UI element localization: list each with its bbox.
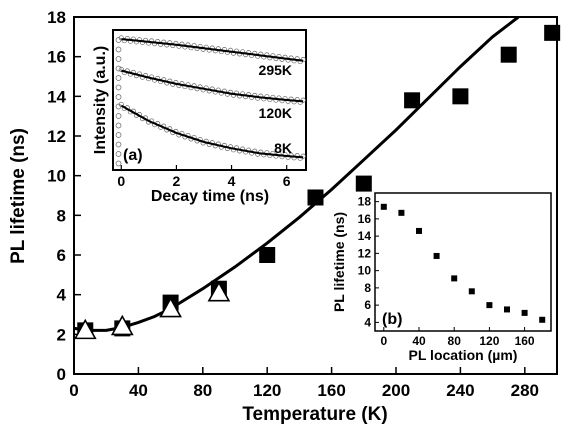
inset-a-rise-circle [115,56,122,62]
main-x-tick-label: 200 [382,381,410,400]
inset-b-y-tick-label: 12 [358,246,372,260]
inset-b-x-tick-label: 120 [479,334,499,348]
inset-b-y-tick-label: 16 [358,212,372,226]
inset-b-y-tick-label: 8 [364,281,371,295]
data-point-square [500,46,517,63]
inset-a-series-label: 120K [259,105,292,121]
inset-a-x-tick-label: 6 [283,173,291,189]
inset-a-x-axis-label: Decay time (ns) [151,188,269,205]
main-x-tick-label: 160 [317,381,345,400]
main-y-tick-label: 4 [57,286,67,305]
inset-a-rise-circle [115,151,122,157]
main-y-tick-label: 2 [57,325,66,344]
main-x-tick-label: 40 [129,381,148,400]
inset-b-data-point [451,275,458,282]
main-y-axis-label: PL lifetime (ns) [8,128,29,264]
data-point-square [355,175,372,192]
main-y-tick-label: 6 [57,246,66,265]
inset-b-data-point [398,209,405,216]
inset-a-rise-circle [115,37,122,43]
main-plot-frame [73,16,558,375]
inset-b-panel-label: (b) [382,311,402,328]
inset-b-frame [374,192,552,332]
inset-b-y-tick-label: 18 [358,195,372,209]
inset-b-y-tick-label: 4 [364,315,371,329]
main-x-tick-label: 80 [193,381,212,400]
inset-a-rise-circle [115,113,122,119]
inset-a-series-label: 295K [259,62,292,78]
inset-b-series [380,203,546,323]
inset-b-y-tick-label: 14 [358,229,372,243]
inset-b-x-axis-label: PL location (µm) [409,347,518,363]
inset-b-data-point [468,288,475,295]
data-point-triangle [159,296,182,318]
inset-b-y-tick-label: 10 [358,264,372,278]
inset-a-y-axis-label: Intensity (a.u.) [92,46,109,154]
data-point-square [307,189,324,206]
inset-a-rise-circle [115,84,122,91]
inset-b-data-point [521,309,528,316]
inset-a-series: 295K 120K 8K [115,35,306,167]
inset-a-data-circle [300,153,306,159]
main-y-tick-label: 18 [47,8,66,27]
inset-a-x-tick-label: 0 [117,173,125,189]
inset-a-data-circle [300,97,306,103]
inset-a-x-tick-label: 4 [228,173,236,189]
data-point-triangle [207,281,231,302]
data-point-triangle [110,314,134,336]
inset-a-rise-circle [115,46,122,53]
inset-a-fit-line [121,69,304,103]
inset-a-rise-circle [115,94,122,100]
main-x-tick-label: 280 [511,381,539,400]
data-point-square [259,247,276,263]
inset-b-x-tick-label: 40 [412,334,426,348]
inset-b-y-tick-label: 6 [364,298,371,312]
inset-a-rise-circle [115,103,122,110]
main-x-tick-label: 240 [446,381,474,400]
data-point-square [544,24,561,41]
inset-a-ticks: 0 2 4 6 [117,165,291,189]
inset-b-x-tick-label: 80 [448,334,462,348]
inset-b-x-tick-label: 0 [380,334,387,348]
inset-a-fit-line [121,38,304,62]
main-x-axis-label: Temperature (K) [242,404,387,425]
inset-a: 0 2 4 6 295K 120K 8K (a) Decay time (ns) Inte… [92,29,307,205]
main-x-tick-label: 0 [69,381,78,400]
inset-b-data-point [504,306,510,313]
inset-a-rise-circle [115,75,122,81]
inset-b-x-tick-label: 160 [515,334,535,348]
inset-b-y-axis-label: PL lifetime (ns) [331,212,347,312]
data-point-square [452,88,469,105]
inset-b-data-point [380,203,387,210]
main-y-tick-label: 16 [47,48,66,67]
inset-a-series-label: 8K [274,140,292,156]
data-point-square [404,92,421,109]
inset-a-rise-circle [115,122,122,129]
inset-a-fit-line [120,104,304,159]
main-series [73,15,561,340]
main-x-tick-label: 120 [253,381,281,400]
inset-a-panel-label: (a) [123,147,143,164]
inset-a-rise-circle [115,65,122,72]
inset-b-data-point [486,302,493,309]
main-y-tick-label: 8 [57,206,66,225]
inset-a-x-tick-label: 2 [173,173,181,189]
inset-a-rise-circle [115,160,122,167]
inset-b-data-point [416,227,422,234]
main-y-tick-label: 0 [57,365,66,384]
inset-a-rise-circle [115,141,122,148]
inset-b-data-point [433,252,440,259]
data-point-triangle [73,318,97,340]
main-y-tick-label: 10 [47,167,66,186]
inset-b-data-point [539,316,546,323]
inset-a-rise-circle [115,132,122,138]
inset-b-ticks: 0 40 80 120 160 4 6 8 10 12 14 16 18 [358,195,535,348]
main-y-tick-label: 12 [47,127,66,146]
inset-b: 0 40 80 120 160 4 6 8 10 12 14 16 18 (b) PL location… [331,192,552,363]
main-y-tick-label: 14 [47,87,66,106]
